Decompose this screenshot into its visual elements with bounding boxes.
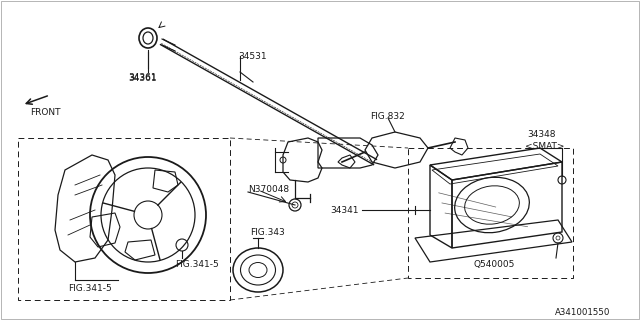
Text: 34361: 34361 [128,73,157,82]
Text: FIG.341-5: FIG.341-5 [68,284,112,293]
Bar [18,138,230,300]
Text: 34341: 34341 [330,206,358,215]
Text: FIG.341-5: FIG.341-5 [175,260,219,269]
Text: 34348: 34348 [527,130,556,139]
Text: FIG.343: FIG.343 [250,228,285,237]
Text: A341001550: A341001550 [555,308,611,317]
Text: FRONT: FRONT [30,108,61,117]
Text: FIG.832: FIG.832 [370,112,404,121]
Bar [408,148,573,278]
Text: N370048: N370048 [248,185,289,194]
Text: Q540005: Q540005 [473,260,515,269]
Text: <SMAT>: <SMAT> [525,142,564,151]
Text: 34361: 34361 [128,74,157,83]
Text: 34531: 34531 [238,52,267,61]
